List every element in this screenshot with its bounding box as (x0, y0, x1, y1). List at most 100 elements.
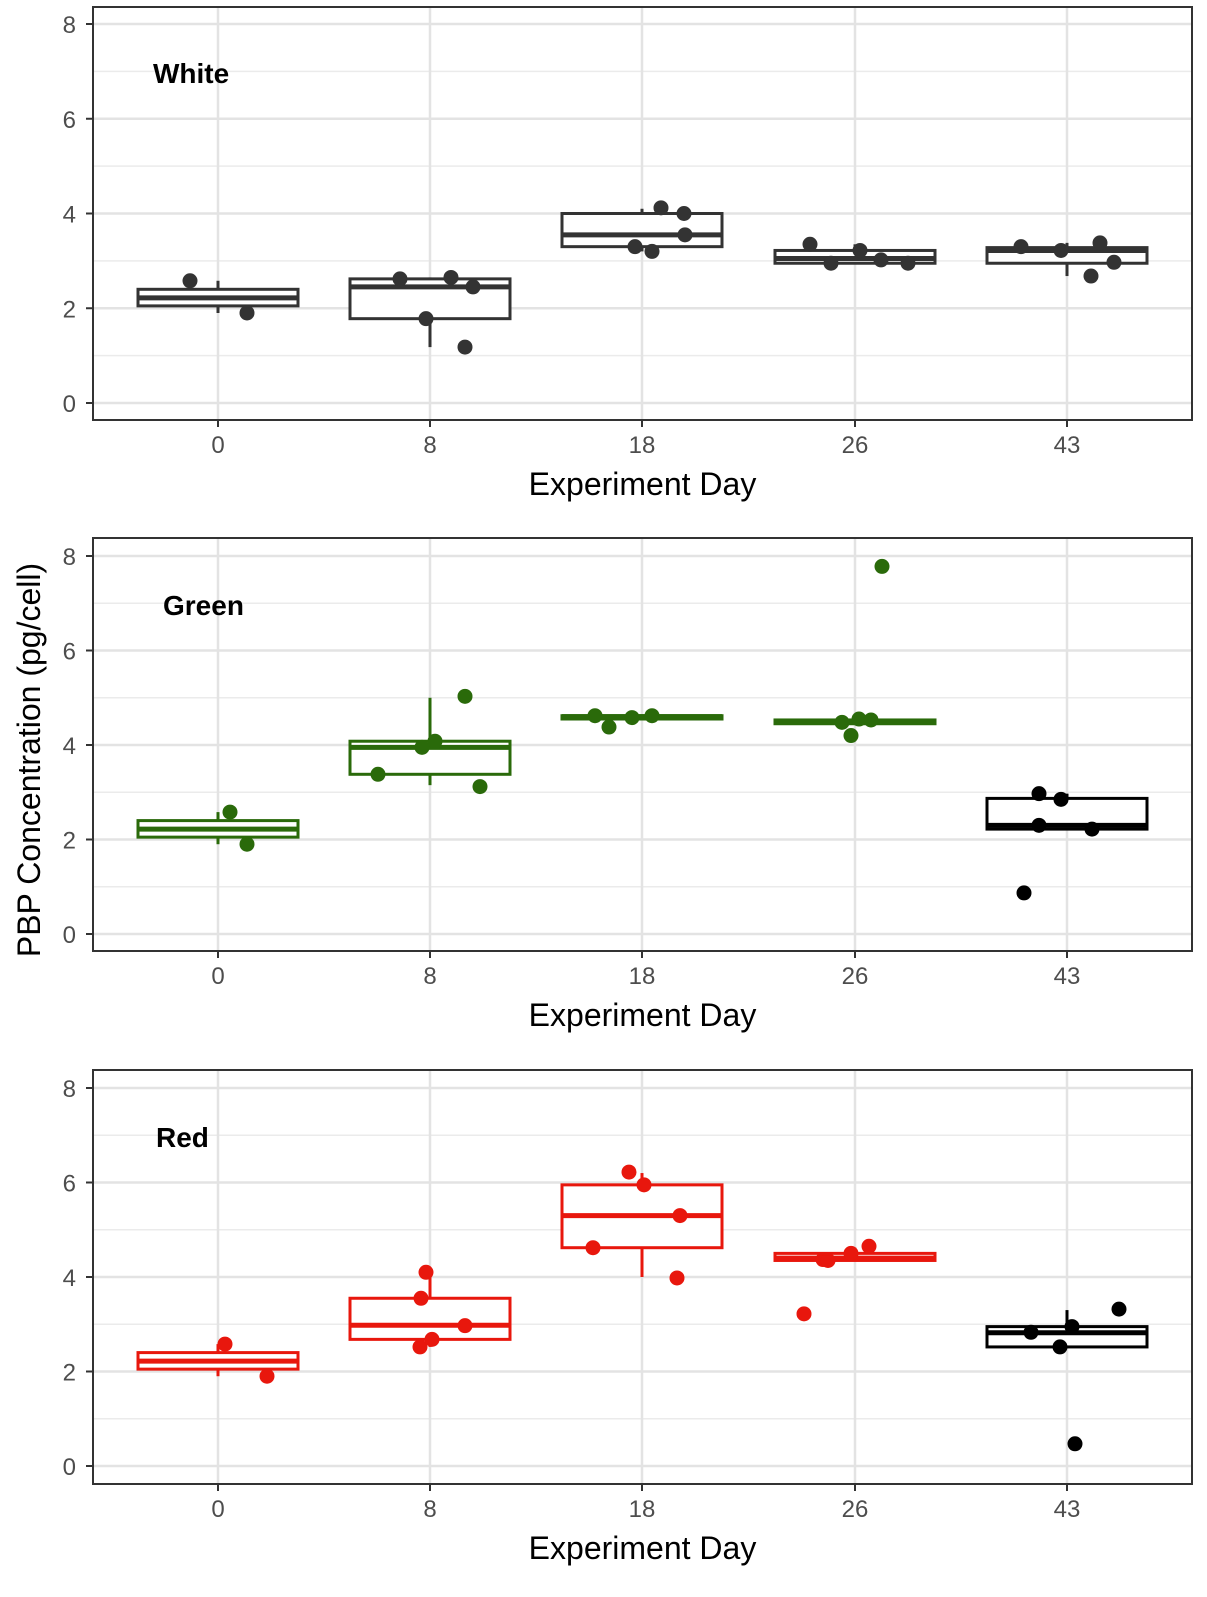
box-day-8 (348, 269, 512, 355)
data-point (1064, 1319, 1080, 1335)
box-day-0 (136, 1336, 300, 1384)
x-tick-label: 0 (211, 432, 224, 459)
data-point (259, 1368, 275, 1384)
data-point (834, 714, 850, 730)
data-point (676, 206, 692, 221)
data-point (669, 1270, 685, 1286)
data-point (843, 1245, 859, 1261)
x-axis-title: Experiment Day (529, 466, 757, 502)
x-axis-title: Experiment Day (529, 997, 757, 1033)
data-point (677, 227, 693, 243)
data-point (1092, 235, 1108, 251)
data-point (585, 1240, 601, 1256)
data-point (1067, 1436, 1083, 1452)
data-point (182, 273, 198, 289)
box-day-18 (560, 1164, 724, 1286)
x-tick-label: 18 (629, 432, 656, 459)
y-tick-label: 8 (63, 1076, 76, 1103)
data-point (1106, 254, 1122, 270)
data-point (239, 305, 255, 321)
data-point (1083, 268, 1099, 284)
box-day-0 (136, 273, 300, 321)
data-point (843, 728, 859, 744)
chart-panel-red: 0 2 4 6 8 0 8 18 26 43 Experiment Day Red (63, 1069, 1193, 1566)
data-point (1031, 786, 1047, 802)
panel-label: White (153, 58, 229, 89)
data-point (465, 279, 481, 295)
data-point (1031, 817, 1047, 833)
x-tick-label: 43 (1054, 963, 1081, 990)
y-axis-title: PBP Concentration (pg/cell) (11, 563, 47, 957)
y-tick-label: 4 (63, 1265, 76, 1292)
data-point (414, 739, 430, 755)
data-point (852, 242, 868, 258)
x-tick-label: 43 (1054, 432, 1081, 459)
data-point (672, 1208, 688, 1224)
x-tick-label: 43 (1054, 1496, 1081, 1523)
box-day-26 (773, 236, 937, 271)
data-point (802, 236, 818, 252)
data-point (392, 271, 408, 287)
data-point (370, 766, 386, 782)
data-point (1052, 1339, 1068, 1355)
data-point (1111, 1301, 1127, 1317)
chart-panel-green: 0 2 4 6 8 0 8 18 26 43 Experiment Day Green (63, 537, 1193, 1033)
data-point (413, 1290, 429, 1306)
box-day-43 (985, 235, 1149, 284)
data-point (418, 311, 434, 327)
y-tick-label: 6 (63, 639, 76, 666)
y-tick-label: 4 (63, 202, 76, 229)
x-tick-label: 26 (842, 963, 869, 990)
x-tick-label: 8 (423, 432, 436, 459)
data-point (424, 1331, 440, 1347)
box-day-18 (560, 708, 724, 735)
data-point (418, 1264, 434, 1280)
box-day-26 (773, 558, 937, 744)
y-tick-label: 2 (63, 296, 76, 323)
y-tick-label: 8 (63, 12, 76, 39)
y-tick-label: 0 (63, 391, 76, 418)
data-point (457, 688, 473, 704)
x-tick-label: 0 (211, 963, 224, 990)
data-point (653, 200, 669, 216)
y-tick-label: 6 (63, 107, 76, 134)
data-point (222, 804, 238, 820)
y-tick-label: 2 (63, 1360, 76, 1387)
data-point (873, 252, 889, 268)
data-point (627, 239, 643, 255)
data-point (472, 779, 488, 795)
panel-label: Red (156, 1122, 209, 1153)
data-point (1016, 885, 1032, 901)
x-axis-title: Experiment Day (529, 1530, 757, 1566)
data-point (427, 733, 443, 749)
data-point (874, 558, 890, 574)
y-tick-label: 2 (63, 828, 76, 855)
data-point (861, 1238, 877, 1254)
data-point (851, 711, 867, 727)
data-point (644, 243, 660, 259)
x-tick-label: 26 (842, 1496, 869, 1523)
data-point (443, 269, 459, 285)
chart-panel-white: 0 2 4 6 8 0 8 18 26 43 Experiment Day White (63, 6, 1193, 502)
box-day-18 (560, 200, 724, 259)
box-day-43 (985, 1301, 1149, 1452)
data-point (823, 255, 839, 271)
data-point (457, 1318, 473, 1334)
box-day-0 (136, 804, 300, 852)
x-tick-label: 8 (423, 963, 436, 990)
data-point (457, 339, 473, 355)
data-point (217, 1336, 233, 1352)
data-point (820, 1252, 836, 1268)
data-point (1013, 239, 1029, 255)
box-day-26 (773, 1238, 937, 1322)
data-point (1053, 242, 1069, 258)
data-point (587, 708, 603, 724)
data-point (1023, 1324, 1039, 1340)
box-day-8 (348, 1264, 512, 1355)
data-point (900, 255, 916, 271)
data-point (412, 1339, 428, 1355)
x-tick-label: 18 (629, 963, 656, 990)
box-day-8 (348, 688, 512, 795)
